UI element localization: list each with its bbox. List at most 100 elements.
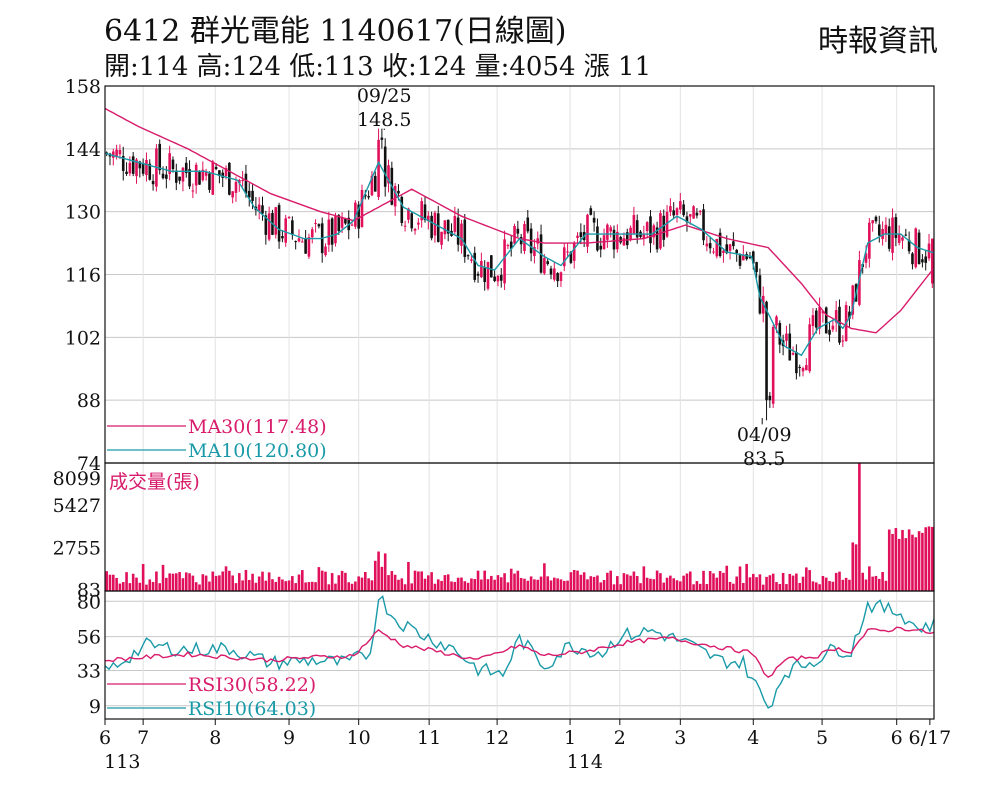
volume-bar [145,584,148,591]
volume-bar [417,571,420,591]
high-value-annotation: 148.5 [357,109,411,131]
candle-body [877,224,881,236]
candle-body [775,316,778,326]
candle-body [118,149,122,155]
volume-bar [440,580,443,591]
volume-bar [904,538,908,591]
volume-bar [470,578,473,591]
candle-body [496,275,500,282]
volume-bar [214,575,218,591]
volume-bar [625,574,629,591]
volume-bar [380,566,384,591]
volume-bar [516,570,520,591]
volume-bar [708,571,712,591]
volume-bar [337,575,341,591]
candle-body [397,190,400,194]
candle-body [536,238,540,244]
volume-bar [208,581,211,591]
candle-body [297,238,301,242]
candle-body [742,254,745,261]
volume-bar [320,570,324,591]
candle-body [490,255,493,278]
volume-bar [635,576,639,591]
volume-bar [271,579,274,591]
candle-body [380,137,384,140]
candle-body [483,267,486,283]
candle-body [373,175,377,192]
candle-body [340,217,344,228]
volume-bar [931,526,934,591]
candle-body [811,315,815,327]
low-date-annotation: 04/09 [737,424,792,446]
volume-bar [685,573,689,591]
volume-bar [562,580,566,591]
volume-bar [715,577,719,591]
rsi30-line [104,626,935,678]
candle-body [881,228,884,240]
volume-bar [241,580,244,591]
volume-bar [559,579,563,591]
candle-body [848,311,851,319]
volume-bar [218,575,221,591]
volume-bar [858,463,861,591]
candle-body [562,247,566,267]
volume-bar [606,572,609,591]
candle-body [301,241,304,243]
candle-body [874,216,878,222]
volume-bar [350,583,354,591]
volume-bar [642,566,646,591]
volume-bar [572,569,576,591]
candle-body [516,228,520,234]
candle-body [904,234,908,236]
volume-bar [672,578,675,591]
candle-body [393,186,397,207]
volume-bar [330,573,334,591]
volume-bar [407,561,410,591]
year-label: 113 [104,751,140,773]
volume-bar [364,571,367,591]
candle-body [310,229,314,238]
volume-bar [509,568,513,591]
volume-bar [237,573,241,591]
legends: MA30(117.48)MA10(120.80) RSI30(58.22)RSI1… [107,416,327,720]
price-tick-label: 102 [65,327,101,349]
candle-body [138,161,142,169]
candle-body [264,215,268,235]
candle-body [632,215,636,234]
volume-bar [543,563,546,591]
volume-bar [669,575,672,591]
candle-body [128,162,132,174]
volume-bar [427,575,430,591]
legend-label: RSI10(64.03) [188,698,316,720]
rsi-tick-label: 80 [77,591,101,613]
candle-body [274,207,278,235]
volume-bar [688,571,692,591]
candle-body [748,257,752,259]
candle-body [533,246,536,257]
candle-body [722,250,725,253]
volume-bar [506,582,510,591]
candle-body [891,217,894,253]
volume-bar [463,581,467,591]
candlesticks [105,128,934,421]
volume-bar [377,551,380,591]
volume-bar [874,575,878,591]
volume-bar [397,579,400,591]
candle-body [778,323,782,345]
volume-bar [184,572,188,591]
candle-body [115,149,118,158]
candle-body [334,216,337,244]
candle-body [244,173,248,194]
volume-bar [798,582,802,591]
candle-body [317,224,321,227]
month-label: 3 [674,727,686,749]
ma10-line [104,152,935,357]
candle-body [237,179,241,183]
volume-bar [277,576,281,591]
candle-body [387,165,390,184]
volume-bar [712,573,715,591]
volume-bar [360,577,364,591]
candle-body [824,307,828,334]
candle-body [453,216,457,232]
volume-bar [138,582,142,591]
